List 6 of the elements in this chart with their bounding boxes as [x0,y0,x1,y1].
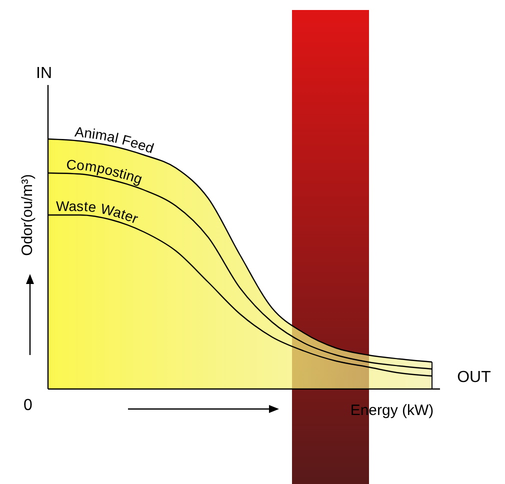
y-axis-title: Odor(ou/m³) [19,174,36,256]
text: 0 [24,397,33,414]
series-label: Waste Water [56,198,141,227]
series-label: Animal Feed [74,123,156,156]
text: OUT [457,369,492,386]
text: IN [36,65,52,82]
